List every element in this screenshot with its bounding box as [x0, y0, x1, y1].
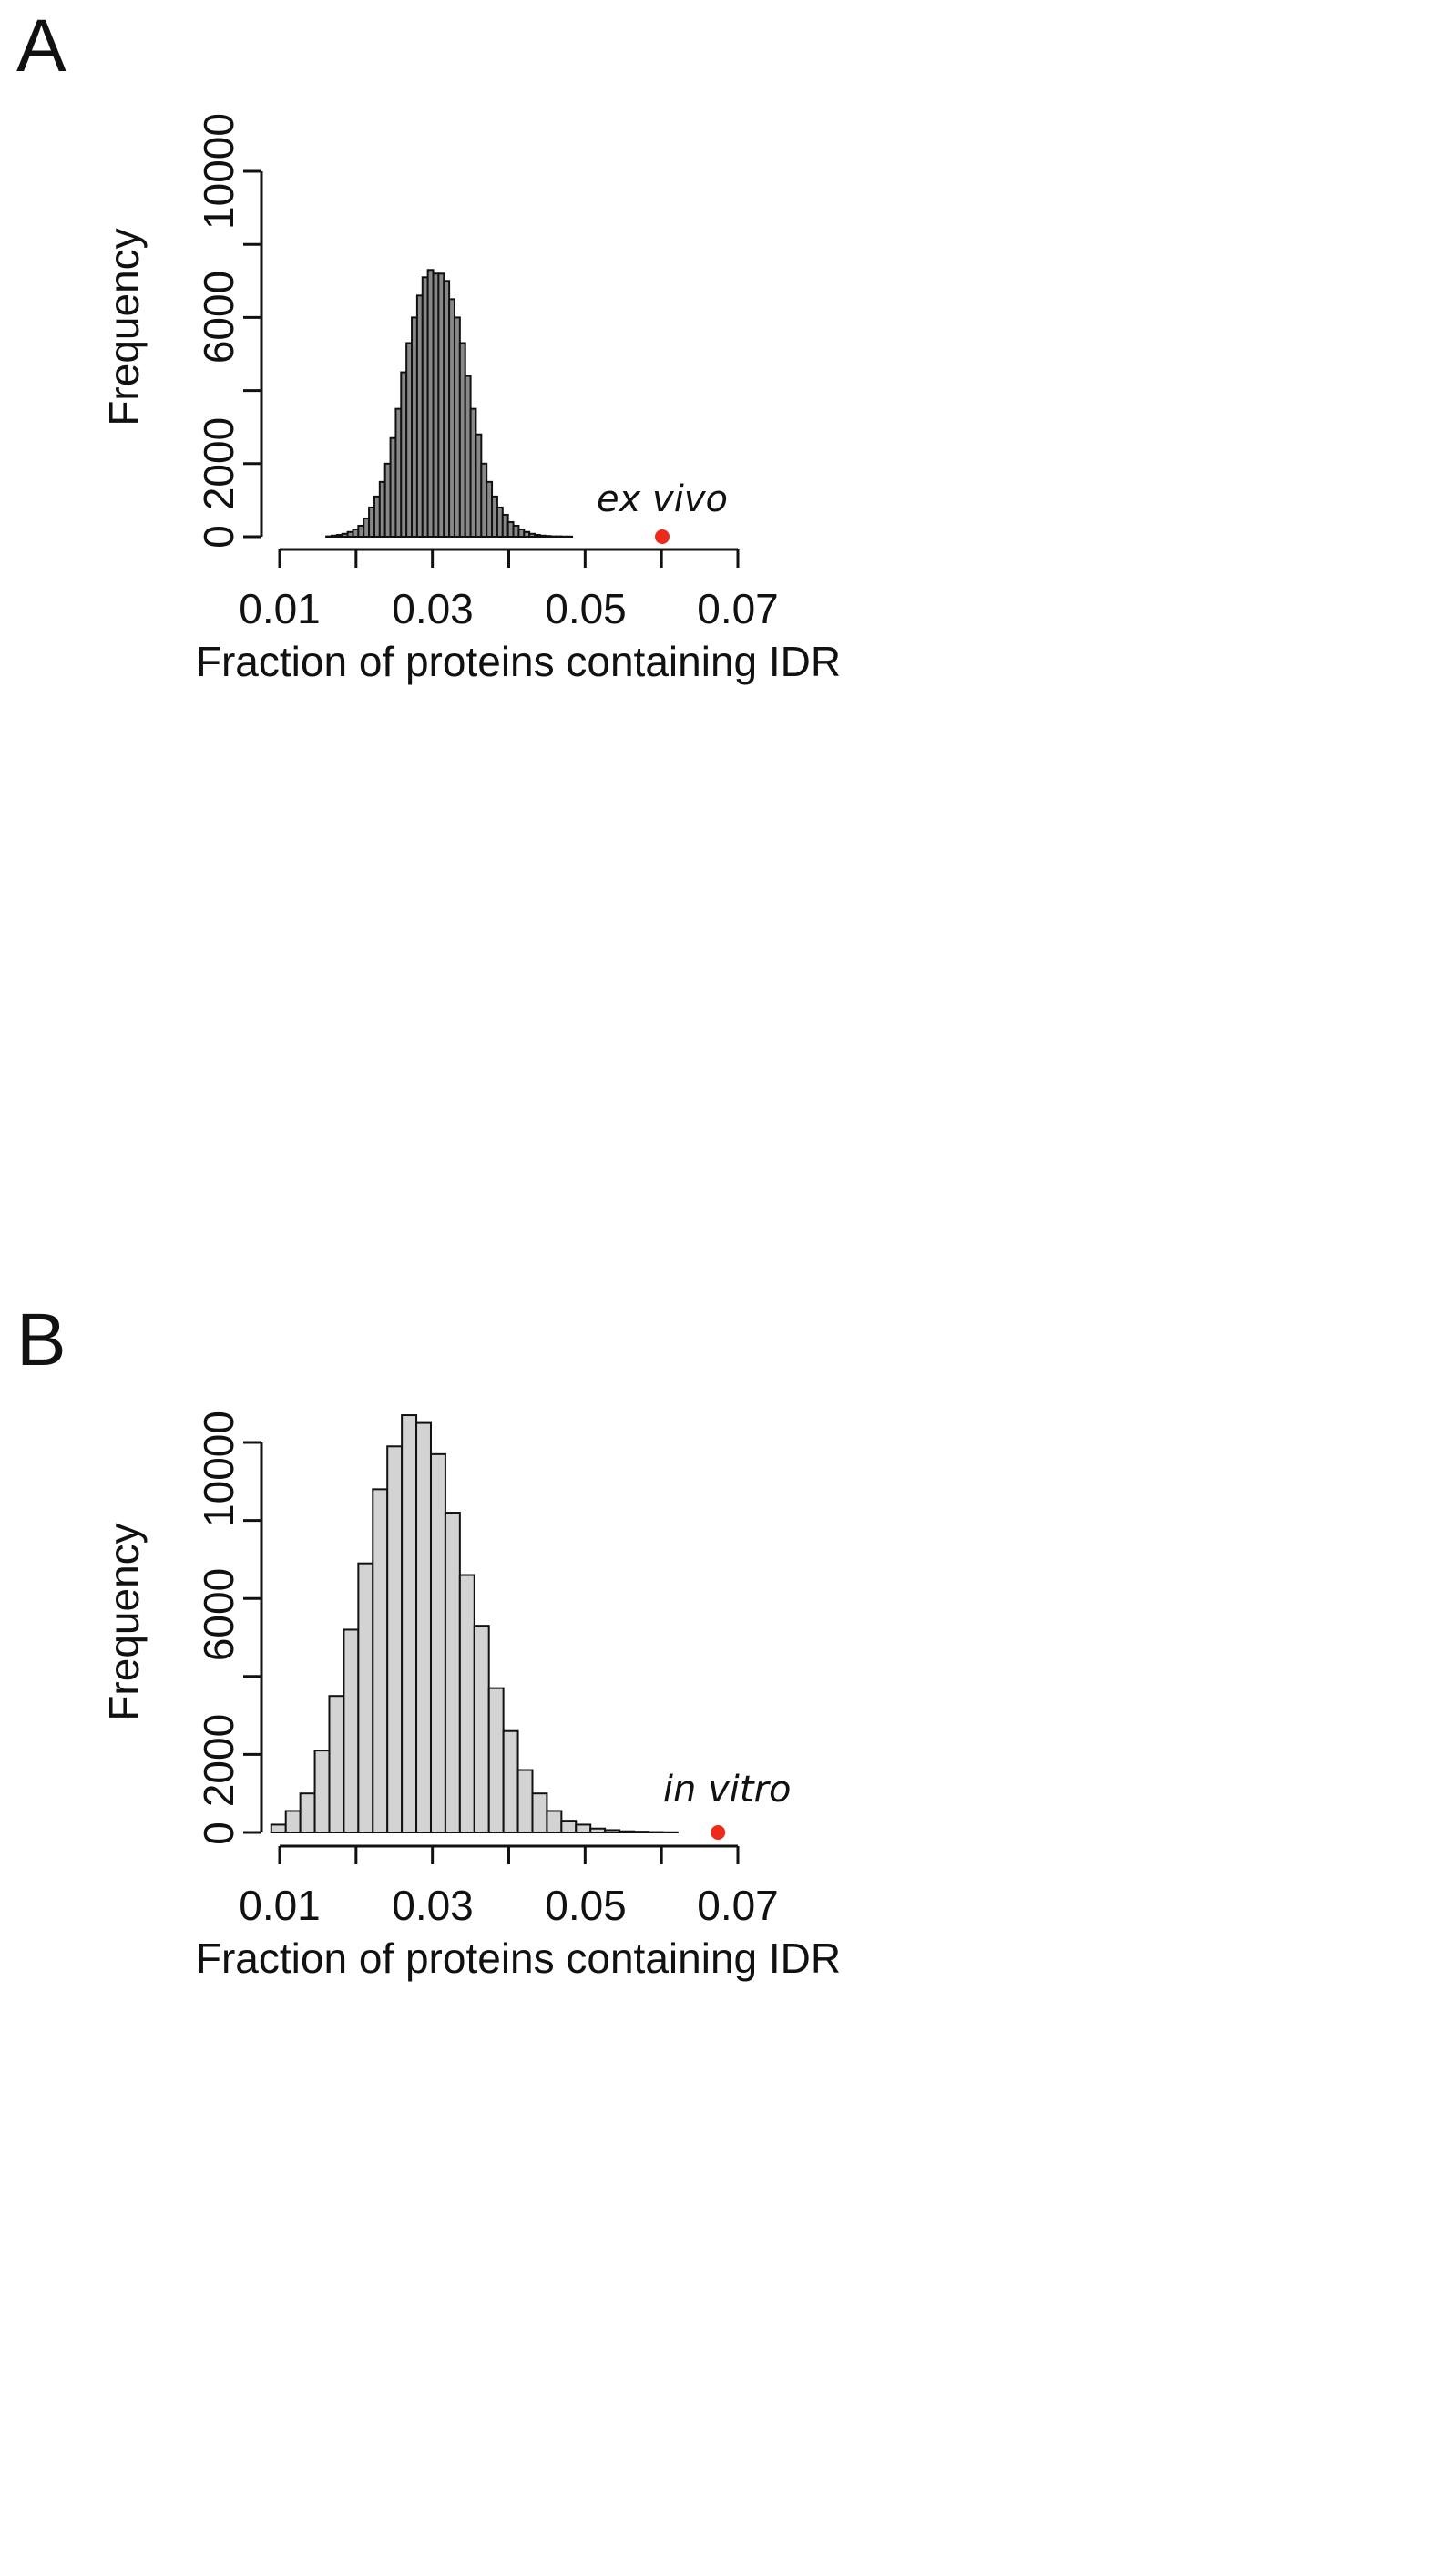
in-vitro-point	[711, 1825, 726, 1840]
bars-group-a	[325, 269, 574, 539]
histogram-bar	[313, 1750, 331, 1833]
histogram-bar	[429, 1452, 446, 1833]
histogram-bar	[401, 1414, 418, 1833]
panel-a: A 0 2000 6000 10000 0.01 0.03 0.05 0.07 …	[0, 0, 1452, 1257]
histogram-bar	[531, 1792, 548, 1833]
histogram-a: 0 2000 6000 10000 0.01 0.03 0.05 0.07 Fr…	[100, 113, 841, 685]
histogram-bar	[284, 1810, 302, 1833]
histogram-bar	[589, 1827, 607, 1834]
y-tick-label-6000: 6000	[195, 1568, 242, 1661]
histogram-bar	[299, 1792, 316, 1833]
x-tick-label-003: 0.03	[392, 1882, 474, 1929]
y-tick-label-2000: 2000	[195, 417, 242, 510]
y-tick-label-6000: 6000	[195, 271, 242, 364]
histogram-bar	[444, 1512, 461, 1833]
histogram-b: 0 2000 6000 10000 0.01 0.03 0.05 0.07 Fr…	[100, 1411, 841, 1982]
x-ticks-b	[278, 1846, 740, 1864]
y-ticks-b	[243, 1441, 261, 1834]
histogram-bar	[386, 1445, 404, 1833]
panel-letter-a: A	[16, 5, 66, 87]
histogram-bar	[502, 1729, 519, 1833]
histogram-bar	[328, 1695, 345, 1833]
x-tick-label-003: 0.03	[392, 585, 474, 632]
y-ticks-a	[243, 169, 261, 539]
histogram-bar	[415, 1421, 432, 1833]
histogram-bar	[604, 1829, 621, 1834]
x-tick-label-007: 0.07	[697, 1882, 779, 1929]
x-tick-label-001: 0.01	[239, 1882, 321, 1929]
x-tick-label-005: 0.05	[545, 585, 627, 632]
histogram-bar	[372, 1488, 389, 1833]
x-tick-label-005: 0.05	[545, 1882, 627, 1929]
y-tick-label-0: 0	[195, 1822, 242, 1845]
histogram-bar	[357, 1562, 374, 1833]
y-axis-title-b: Frequency	[100, 1523, 148, 1720]
x-tick-label-007: 0.07	[697, 585, 779, 632]
histogram-bar	[487, 1687, 505, 1833]
x-ticks-a	[278, 549, 740, 568]
in-vitro-label: in vitro	[663, 1769, 792, 1811]
histogram-bar	[458, 1574, 475, 1833]
x-axis-title-b: Fraction of proteins containing IDR	[196, 1935, 841, 1982]
x-tick-label-001: 0.01	[239, 585, 321, 632]
y-tick-label-10000: 10000	[195, 1411, 242, 1527]
histogram-bar	[560, 1820, 578, 1833]
ex-vivo-point	[655, 529, 670, 544]
y-tick-label-0: 0	[195, 525, 242, 549]
histogram-bar	[473, 1625, 490, 1833]
y-tick-label-2000: 2000	[195, 1714, 242, 1807]
bars-group-b	[270, 1414, 679, 1834]
panel-letter-b: B	[16, 1298, 66, 1381]
histogram-bar	[270, 1823, 287, 1833]
histogram-bar	[546, 1810, 563, 1833]
histogram-bar	[343, 1628, 360, 1833]
ex-vivo-label: ex vivo	[597, 478, 728, 520]
y-tick-label-10000: 10000	[195, 113, 242, 230]
y-axis-title-a: Frequency	[100, 228, 148, 426]
histogram-bar	[575, 1823, 592, 1833]
histogram-bar	[516, 1769, 534, 1833]
panel-b: B 0 2000 6000 10000 0.01 0.03 0.05 0.07 …	[0, 1294, 1452, 2551]
x-axis-title-a: Fraction of proteins containing IDR	[196, 638, 841, 685]
